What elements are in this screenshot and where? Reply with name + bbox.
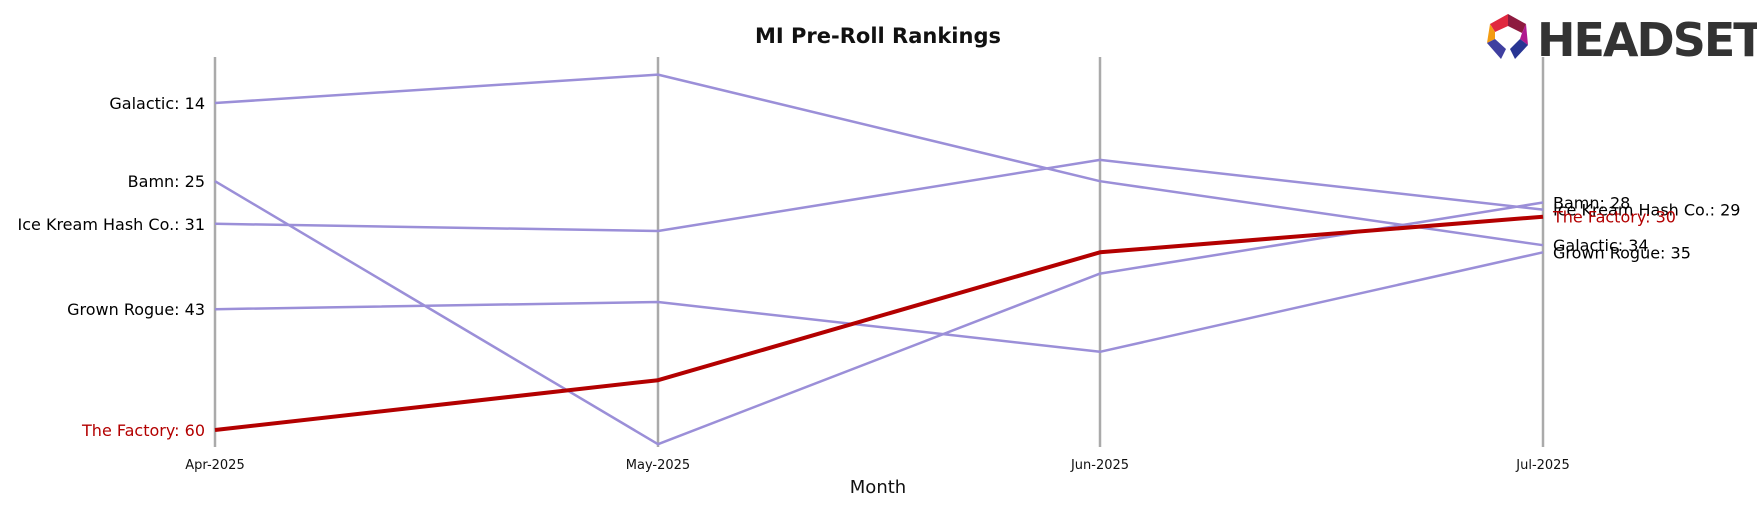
- series-line-bamn: [214, 180, 1544, 446]
- series-line-galactic: [214, 73, 1544, 247]
- end-label-bamn: Bamn: 28: [1553, 194, 1630, 213]
- x-tick-label-Apr-2025: Apr-2025: [185, 458, 244, 473]
- end-label-galactic: Galactic: 34: [1553, 236, 1649, 255]
- x-axis-label: Month: [850, 477, 906, 498]
- series-line-grown-rogue: [214, 251, 1544, 354]
- end-label-grown-rogue: Grown Rogue: 35: [1553, 243, 1691, 262]
- series-line-the-factory: [214, 214, 1544, 432]
- series-labels: Galactic: 14 Galactic: 34 Bamn: 25 Bamn: 28…: [18, 94, 1741, 440]
- start-label-bamn: Bamn: 25: [128, 172, 205, 191]
- start-label-ice-kream-hash-co: Ice Kream Hash Co.: 31: [18, 215, 205, 234]
- logo-text: HEADSET: [1537, 13, 1757, 67]
- start-label-galactic: Galactic: 14: [109, 94, 205, 113]
- x-tick-label-Jun-2025: Jun-2025: [1070, 458, 1129, 473]
- month-axes: Apr-2025 May-2025 Jun-2025 Jul-2025: [185, 57, 1570, 473]
- x-tick-label-May-2025: May-2025: [626, 458, 690, 473]
- chart-title: MI Pre-Roll Rankings: [755, 24, 1001, 48]
- start-label-the-factory: The Factory: 60: [81, 421, 205, 440]
- series-lines: [214, 73, 1544, 446]
- headset-logo: HEADSET: [1487, 13, 1757, 67]
- series-line-ice-kream-hash-co: [214, 158, 1544, 233]
- logo-mark-icon: [1487, 14, 1528, 59]
- end-label-the-factory: The Factory: 30: [1552, 208, 1676, 227]
- x-tick-label-Jul-2025: Jul-2025: [1515, 458, 1569, 473]
- end-label-ice-kream-hash-co: Ice Kream Hash Co.: 29: [1553, 201, 1740, 220]
- start-label-grown-rogue: Grown Rogue: 43: [67, 300, 205, 319]
